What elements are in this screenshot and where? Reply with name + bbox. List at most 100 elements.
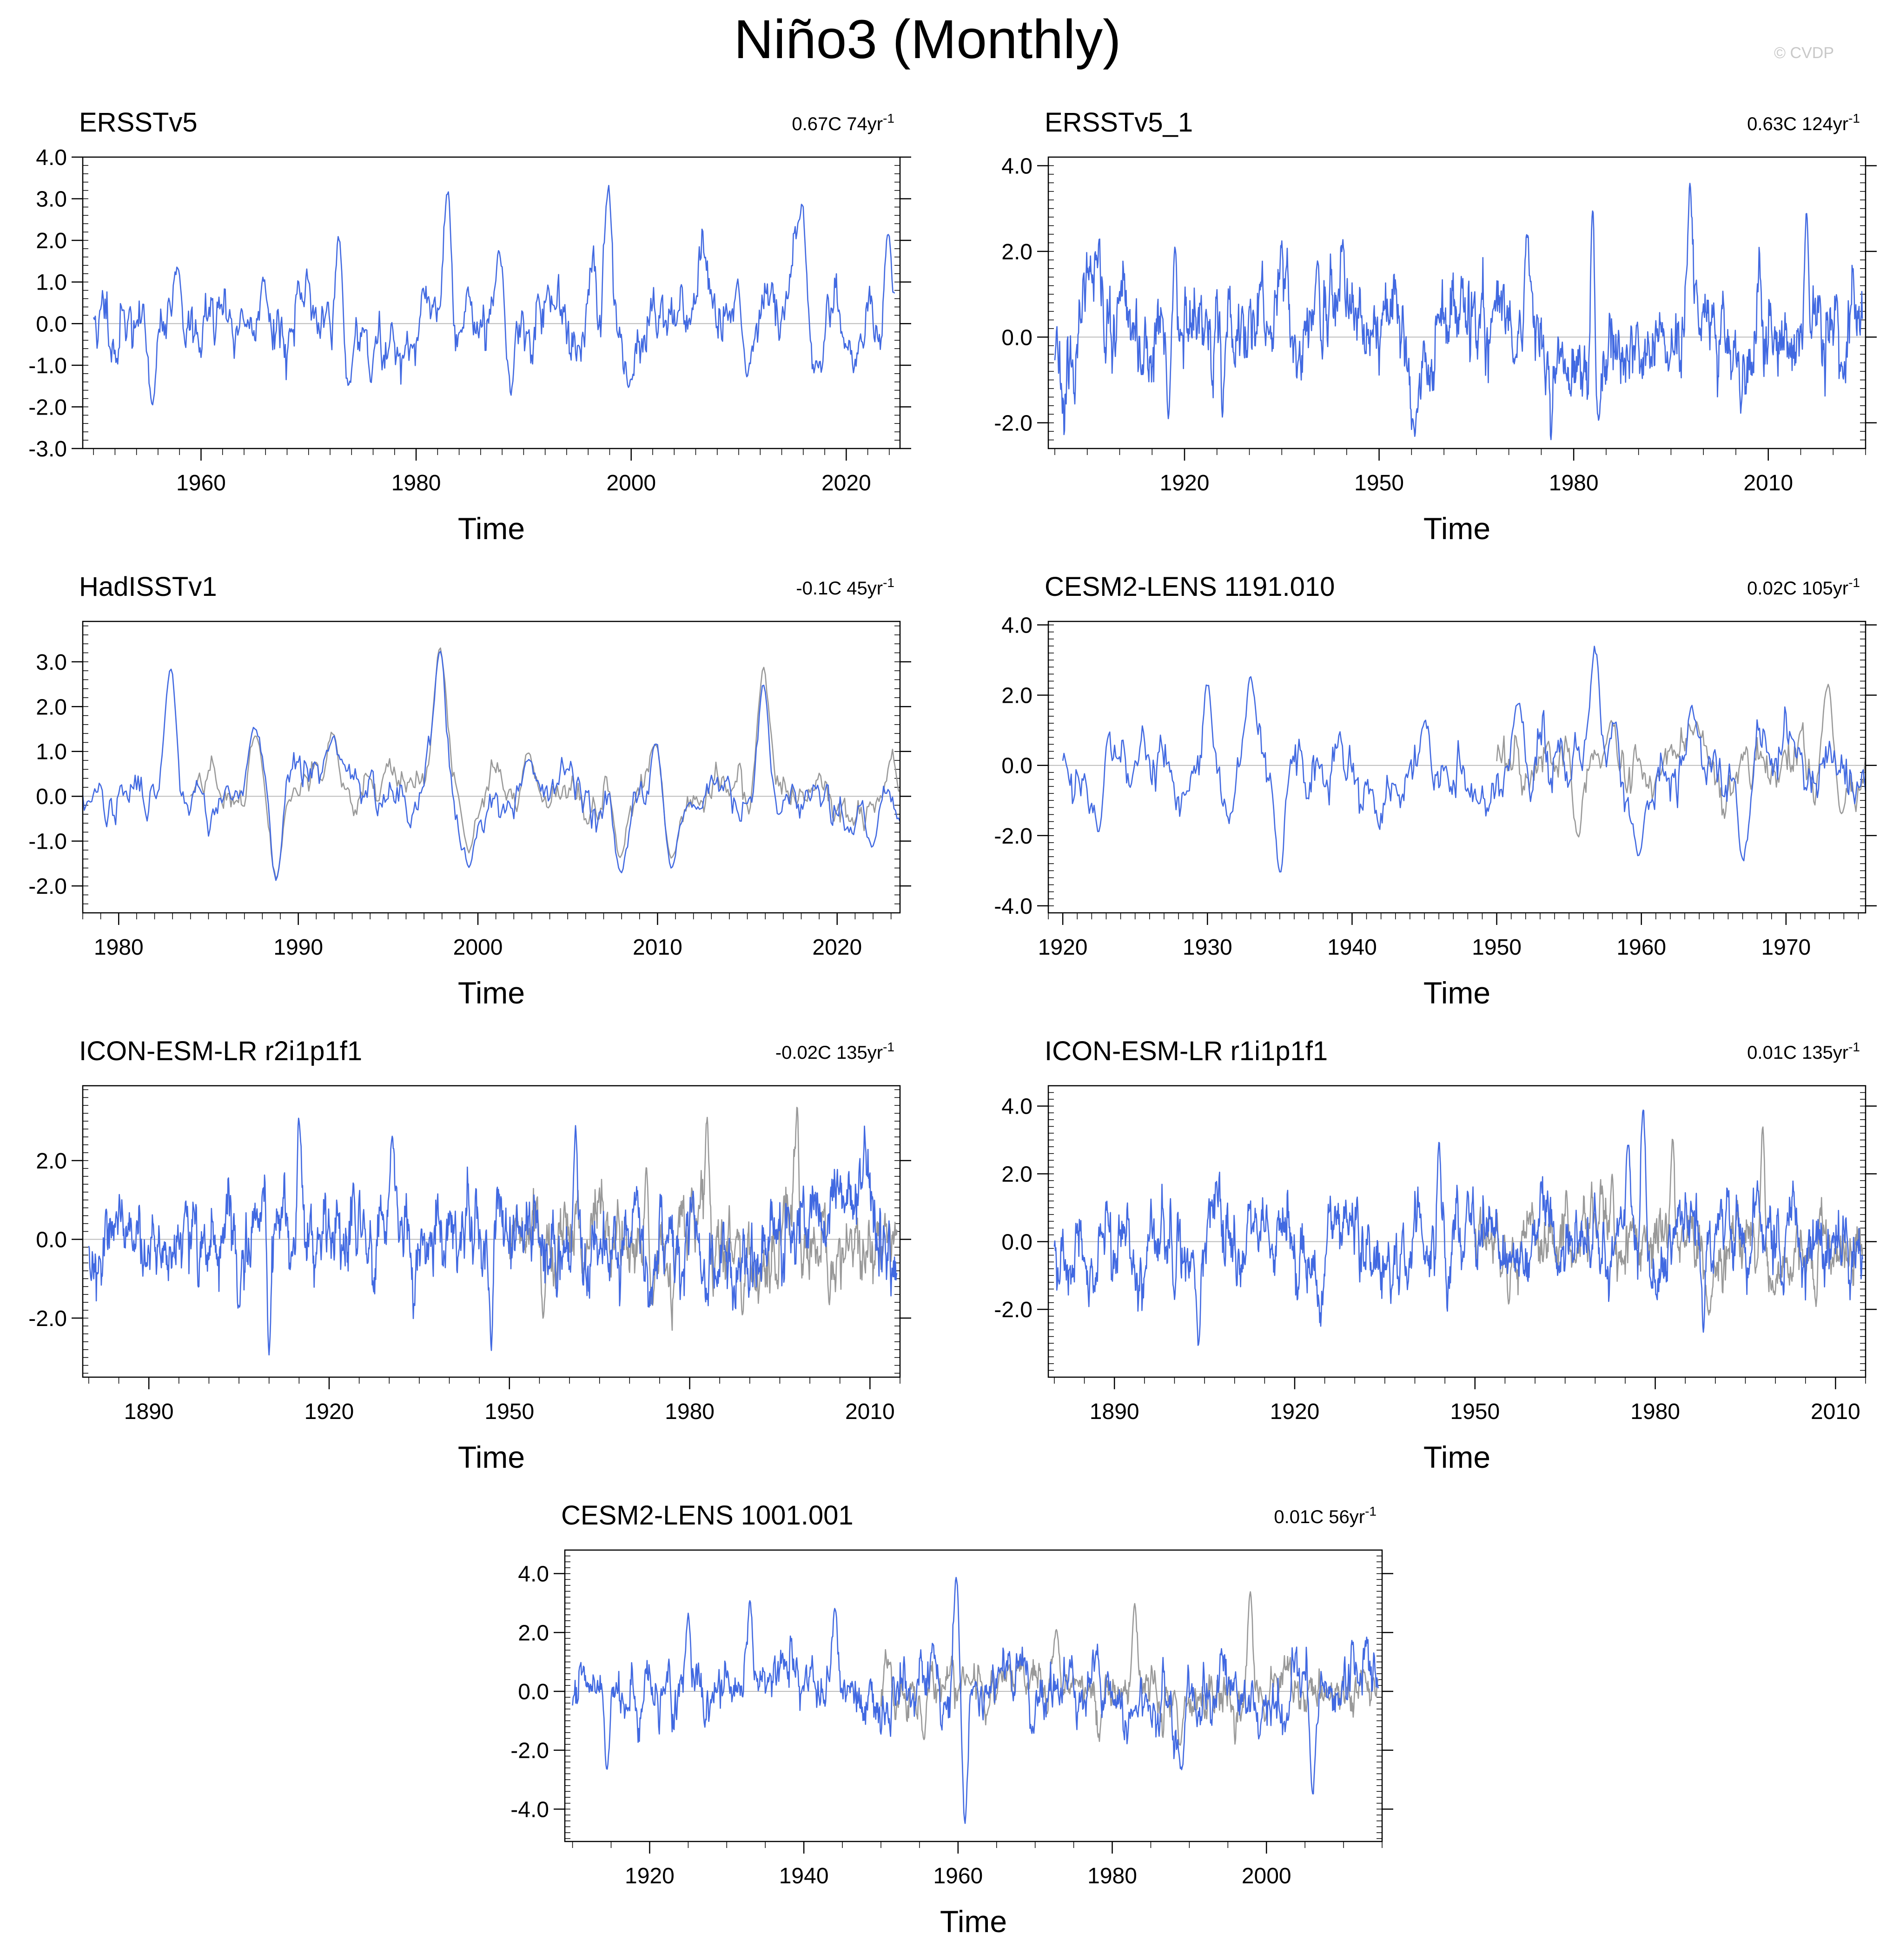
primary-series-line — [572, 1577, 1379, 1824]
x-tick-label: 1990 — [273, 935, 323, 960]
panel-stat: 0.01C 135yr-1 — [1747, 1040, 1860, 1063]
y-tick-label: 2.0 — [36, 1149, 67, 1174]
y-tick-label: -2.0 — [510, 1739, 549, 1763]
x-tick-label: 1960 — [933, 1864, 983, 1888]
panel-stat: 0.01C 56yr-1 — [1274, 1504, 1377, 1527]
y-tick-label: 3.0 — [36, 650, 67, 675]
y-tick-label: 1.0 — [36, 271, 67, 295]
x-tick-label: 1960 — [1616, 935, 1666, 960]
panel-title: ERSSTv5_1 — [1045, 107, 1193, 138]
x-tick-label: 2020 — [821, 471, 871, 495]
panel-title: ICON-ESM-LR r1i1p1f1 — [1045, 1036, 1328, 1066]
stat-value: 0.01C 56yr — [1274, 1507, 1365, 1527]
y-tick-label: 2.0 — [36, 695, 67, 719]
stat-exponent: -1 — [883, 1040, 894, 1054]
x-tick-label: 1920 — [625, 1864, 675, 1888]
y-tick-label: -2.0 — [994, 1298, 1033, 1322]
y-tick-label: 4.0 — [1001, 1095, 1033, 1119]
panel-title: CESM2-LENS 1001.001 — [561, 1500, 854, 1531]
x-tick-label: 1920 — [304, 1399, 354, 1424]
x-tick-label: 1890 — [124, 1399, 174, 1424]
stat-exponent: -1 — [1848, 1040, 1860, 1054]
x-tick-label: 2010 — [1743, 471, 1793, 495]
y-tick-label: 2.0 — [1001, 684, 1033, 708]
reference-series-line — [509, 1107, 898, 1331]
y-tick-label: 4.0 — [518, 1562, 549, 1587]
y-tick-label: -2.0 — [994, 824, 1033, 849]
y-tick-label: 2.0 — [36, 229, 67, 253]
stat-exponent: -1 — [1365, 1504, 1377, 1518]
x-tick-label: 2020 — [812, 935, 862, 960]
x-tick-label: 1940 — [779, 1864, 829, 1888]
x-axis-title: Time — [458, 511, 525, 546]
plot-frame — [82, 156, 901, 449]
y-tick-label: 3.0 — [36, 187, 67, 212]
plot-frame — [564, 1549, 1383, 1842]
stat-value: 0.63C 124yr — [1747, 114, 1848, 134]
x-tick-label: 1980 — [94, 935, 144, 960]
stat-value: -0.1C 45yr — [796, 578, 883, 599]
plot-frame — [1047, 156, 1867, 449]
x-tick-label: 1950 — [484, 1399, 534, 1424]
chart-panel-7: CESM2-LENS 1001.001 0.01C 56yr-1 -4.0 -2.0 0… — [510, 1500, 1393, 1939]
y-tick-label: 2.0 — [518, 1621, 549, 1645]
primary-series-line — [82, 651, 901, 881]
x-axis-title: Time — [1423, 511, 1490, 546]
y-tick-label: -4.0 — [510, 1797, 549, 1822]
y-tick-label: 2.0 — [1001, 240, 1033, 264]
x-tick-label: 1930 — [1183, 935, 1232, 960]
x-tick-label: 1980 — [665, 1399, 715, 1424]
stat-exponent: -1 — [883, 111, 894, 125]
y-tick-label: 1.0 — [36, 740, 67, 765]
x-tick-label: 2010 — [845, 1399, 895, 1424]
x-tick-label: 1950 — [1450, 1399, 1500, 1424]
chart-panel-3: HadISSTv1 -0.1C 45yr-1 -2.0 -1.0 0.0 1.0 2.0 3.… — [28, 572, 911, 1010]
x-tick-label: 2000 — [453, 935, 503, 960]
stat-exponent: -1 — [1848, 575, 1860, 590]
x-tick-label: 1920 — [1038, 935, 1088, 960]
panel-title: ERSSTv5 — [79, 107, 198, 138]
chart-panel-5: ICON-ESM-LR r2i1p1f1 -0.02C 135yr-1 -2.0 0.… — [28, 1036, 911, 1474]
y-tick-label: -2.0 — [28, 874, 67, 899]
chart-panel-1: ERSSTv5 0.67C 74yr-1 -3.0 -2.0 -1.0 0.0 1.0 2.0… — [28, 107, 911, 546]
x-tick-label: 1980 — [1549, 471, 1599, 495]
x-axis-title: Time — [1423, 976, 1490, 1010]
panel-title: ICON-ESM-LR r2i1p1f1 — [79, 1036, 362, 1066]
x-tick-label: 2000 — [606, 471, 656, 495]
y-tick-label: 4.0 — [1001, 614, 1033, 638]
primary-series-line — [1053, 1109, 1863, 1346]
x-axis-title: Time — [458, 1440, 525, 1474]
y-tick-label: 0.0 — [36, 312, 67, 337]
x-tick-label: 2010 — [633, 935, 682, 960]
stat-value: -0.02C 135yr — [775, 1043, 883, 1063]
y-tick-label: -4.0 — [994, 894, 1033, 919]
plot-frame — [82, 620, 901, 914]
plot-frame — [1047, 620, 1867, 914]
y-tick-label: -2.0 — [28, 1307, 67, 1331]
stat-value: 0.02C 105yr — [1747, 578, 1848, 599]
y-tick-label: 0.0 — [36, 1227, 67, 1252]
stat-value: 0.01C 135yr — [1747, 1043, 1848, 1063]
main-title: Niño3 (Monthly) — [734, 9, 1121, 70]
x-tick-label: 1950 — [1472, 935, 1522, 960]
y-tick-label: 0.0 — [36, 785, 67, 809]
stat-exponent: -1 — [1848, 111, 1860, 125]
panel-stat: 0.63C 124yr-1 — [1747, 111, 1860, 134]
primary-series-line — [1062, 646, 1867, 873]
x-tick-label: 1980 — [1087, 1864, 1137, 1888]
y-tick-label: -2.0 — [994, 411, 1033, 436]
stat-exponent: -1 — [883, 575, 894, 590]
chart-panel-2: ERSSTv5_1 0.63C 124yr-1 -2.0 0.0 2.0 4.0 1920 1… — [994, 107, 1877, 546]
y-tick-label: -1.0 — [28, 830, 67, 854]
y-tick-label: 0.0 — [1001, 325, 1033, 350]
y-tick-label: 4.0 — [1001, 154, 1033, 178]
panel-stat: -0.02C 135yr-1 — [775, 1040, 894, 1063]
primary-series-line — [93, 185, 895, 406]
reference-series-line — [1496, 684, 1867, 838]
panel-stat: 0.02C 105yr-1 — [1747, 575, 1860, 599]
x-tick-label: 1980 — [1630, 1399, 1680, 1424]
x-axis-title: Time — [458, 976, 525, 1010]
plot-frame — [82, 1085, 901, 1378]
y-tick-label: 4.0 — [36, 145, 67, 170]
